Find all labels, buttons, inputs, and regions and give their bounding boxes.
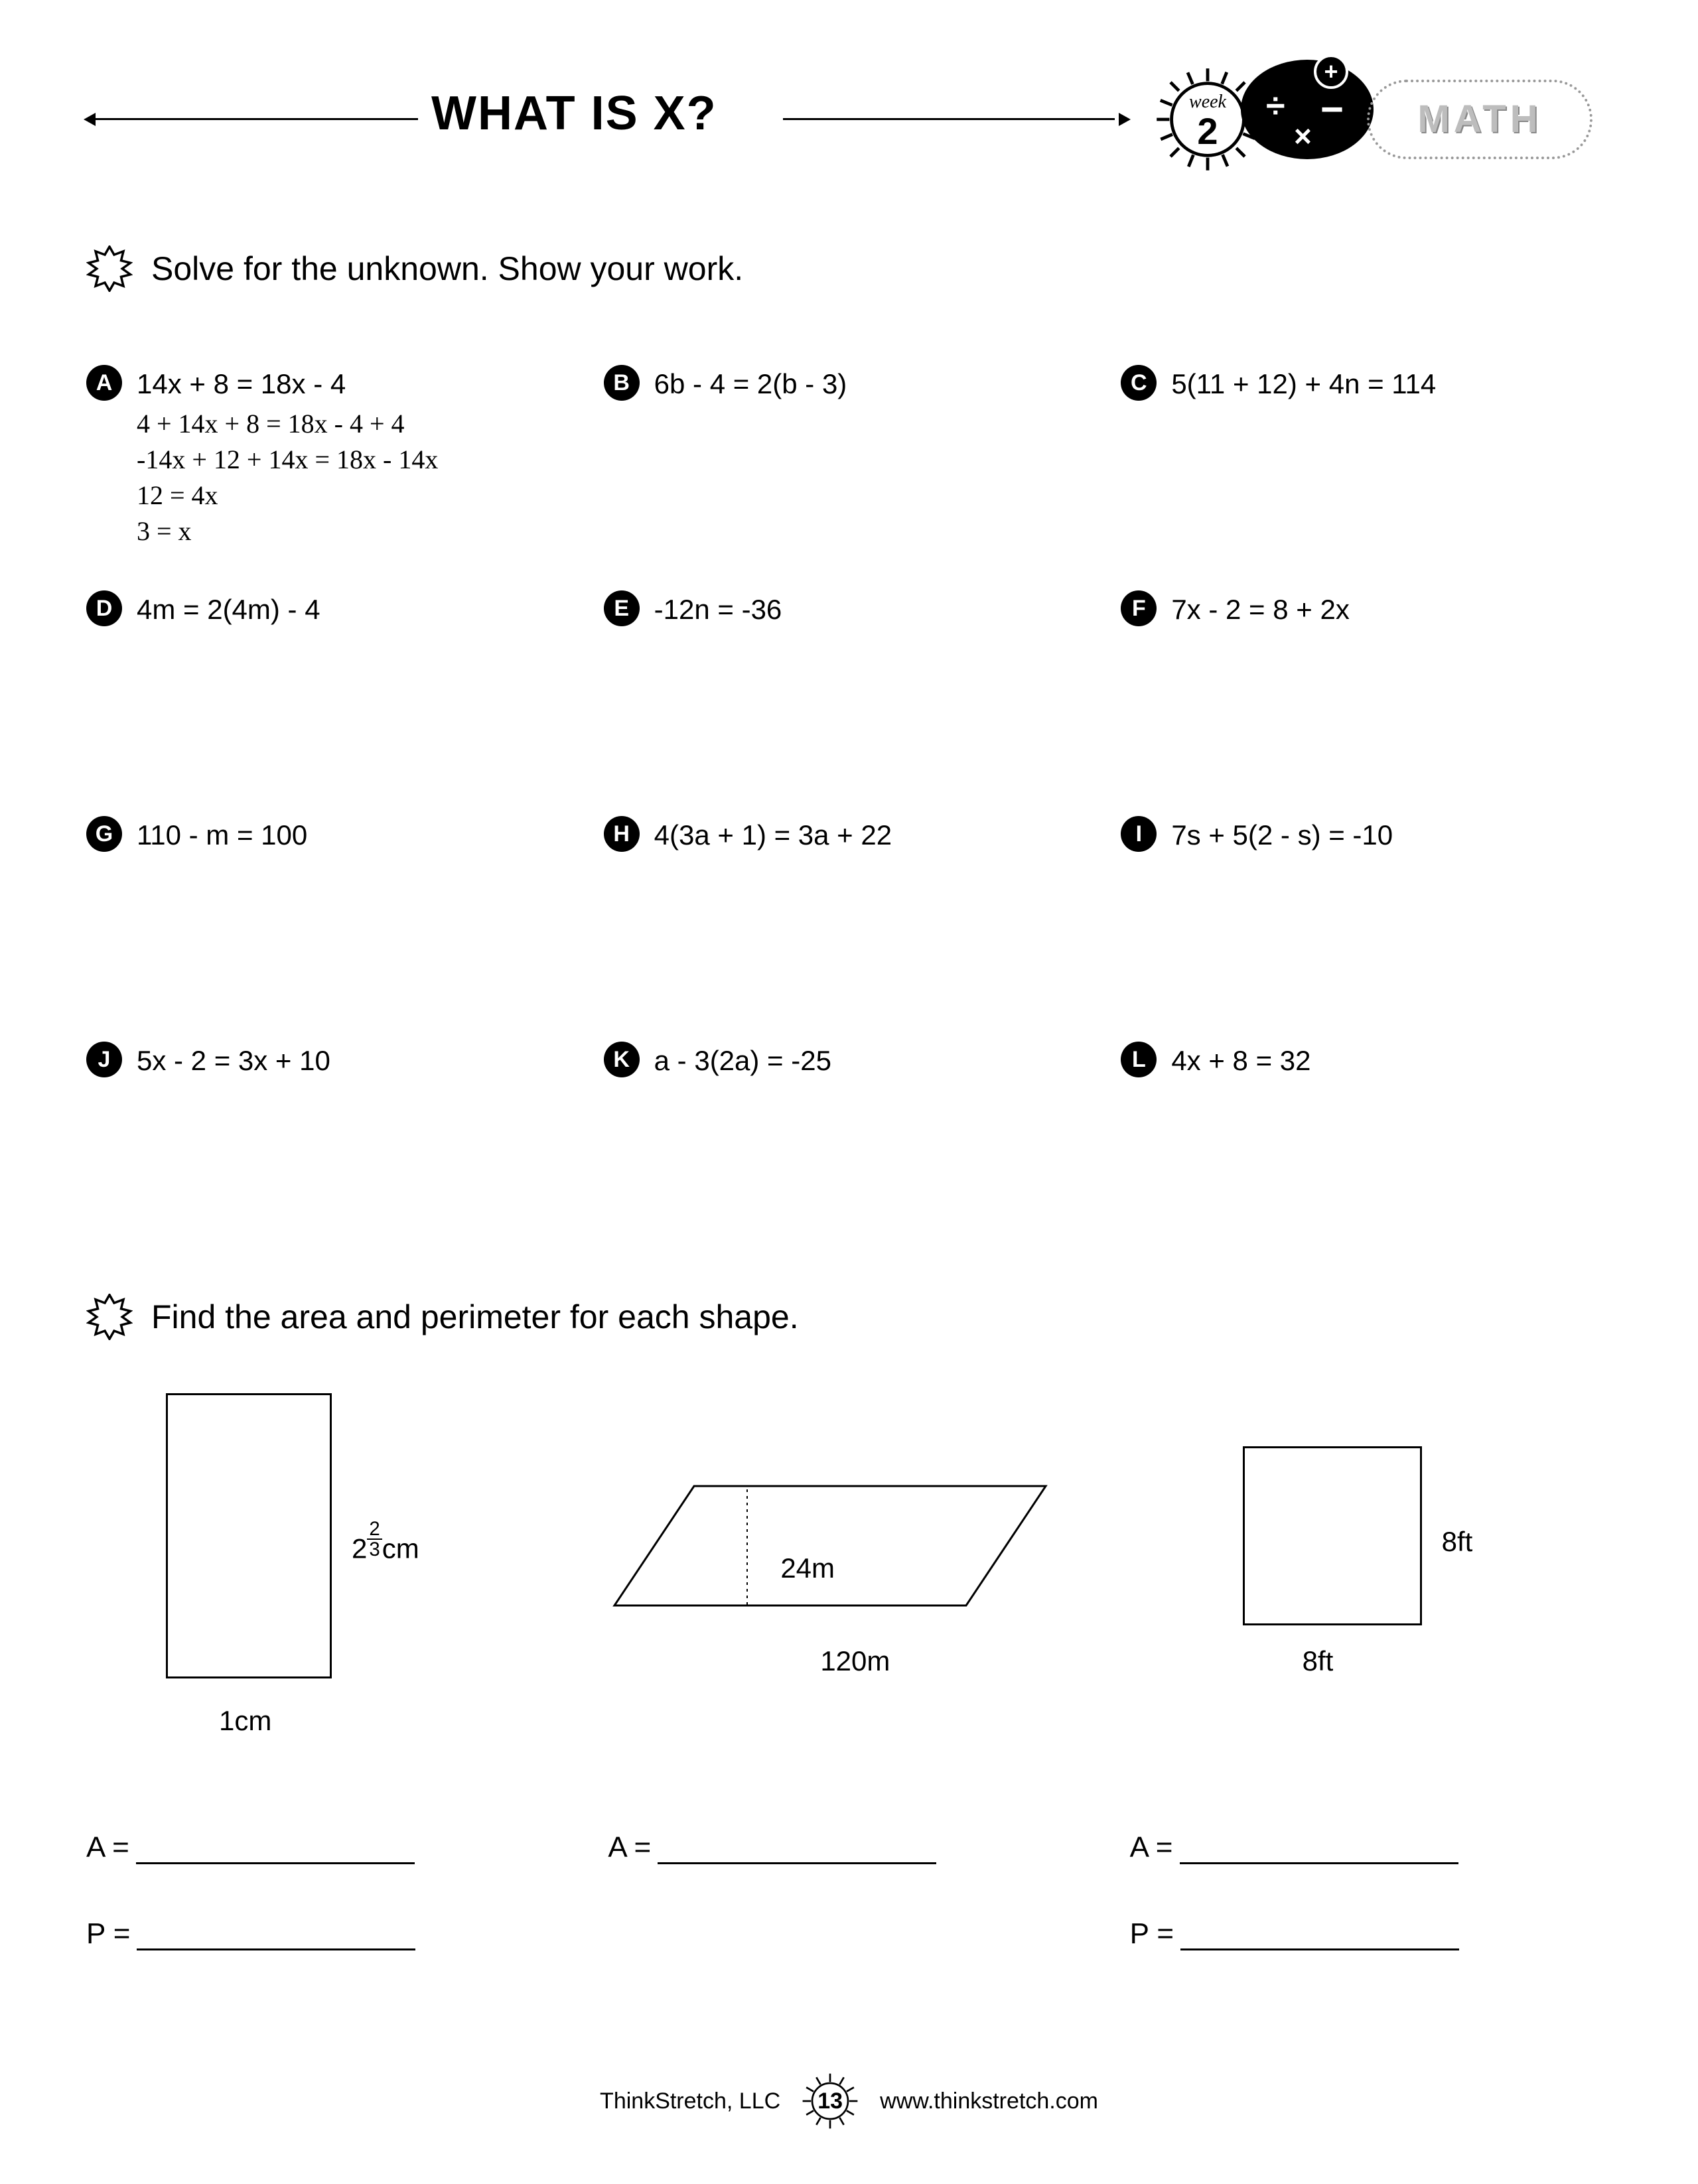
problem-equation: 4x + 8 = 32 [1171,1042,1310,1077]
problem-equation: 7x - 2 = 8 + 2x [1171,590,1350,626]
problem-K: K a - 3(2a) = -25 [604,1042,1095,1267]
area-prefix: A = [86,1831,129,1864]
problem-equation: -12n = -36 [654,590,782,626]
work-line: -14x + 12 + 14x = 18x - 14x [137,442,577,478]
problem-equation: 110 - m = 100 [137,816,307,852]
starburst-icon [86,1294,133,1340]
square-icon [1243,1446,1422,1625]
problem-I: I 7s + 5(2 - s) = -10 [1121,816,1612,1042]
work-line: 4 + 14x + 8 = 18x - 4 + 4 [137,406,577,442]
blank-line[interactable] [1180,1927,1459,1950]
instruction-text: Find the area and perimeter for each sha… [151,1298,799,1336]
blank-line[interactable] [1180,1840,1458,1864]
footer-company: ThinkStretch, LLC [600,2088,780,2114]
times-icon: × [1294,118,1312,154]
subject-badge: MATH [1367,80,1592,159]
problem-letter: K [604,1042,640,1077]
square-width-label: 8ft [1303,1645,1334,1677]
instruction-shapes: Find the area and perimeter for each sha… [86,1294,1612,1340]
area-prefix: A = [608,1831,651,1864]
problems-grid: A 14x + 8 = 18x - 4 4 + 14x + 8 = 18x - … [86,365,1612,1267]
problem-equation: 14x + 8 = 18x - 4 [137,365,346,401]
blank-line[interactable] [137,1927,415,1950]
rectangle-icon [166,1393,332,1678]
problem-equation: a - 3(2a) = -25 [654,1042,831,1077]
problem-equation: 5(11 + 12) + 4n = 114 [1171,365,1436,401]
rectangle-width-label: 1cm [219,1705,271,1737]
parallelogram-icon [608,1473,1072,1645]
problem-equation: 6b - 4 = 2(b - 3) [654,365,847,401]
perimeter-line-1: P = [86,1917,568,1950]
page-number-badge: 13 [800,2071,860,2131]
problem-letter: F [1121,590,1157,626]
minus-icon: − [1320,86,1344,132]
problem-equation: 4(3a + 1) = 3a + 22 [654,816,892,852]
plus-icon: + [1314,54,1348,89]
problem-C: C 5(11 + 12) + 4n = 114 [1121,365,1612,590]
worksheet-page: WHAT IS X? [0,0,1698,2184]
problem-equation: 5x - 2 = 3x + 10 [137,1042,330,1077]
problem-B: B 6b - 4 = 2(b - 3) [604,365,1095,590]
problem-letter: E [604,590,640,626]
problem-work: 4 + 14x + 8 = 18x - 4 + 4 -14x + 12 + 14… [137,406,577,549]
work-line: 3 = x [137,513,577,549]
problem-equation: 4m = 2(4m) - 4 [137,590,320,626]
area-prefix: A = [1130,1831,1173,1864]
problem-J: J 5x - 2 = 3x + 10 [86,1042,577,1267]
blank-line[interactable] [658,1840,936,1864]
page-number: 13 [800,2071,860,2131]
problem-letter: L [1121,1042,1157,1077]
problem-letter: J [86,1042,122,1077]
shapes-row: 223cm 1cm 24m 120m 8ft 8ft [86,1380,1612,1751]
perimeter-line-3: P = [1130,1917,1612,1950]
instruction-solve: Solve for the unknown. Show your work. [86,245,1612,292]
problem-D: D 4m = 2(4m) - 4 [86,590,577,816]
problem-equation: 7s + 5(2 - s) = -10 [1171,816,1393,852]
problem-F: F 7x - 2 = 8 + 2x [1121,590,1612,816]
problem-H: H 4(3a + 1) = 3a + 22 [604,816,1095,1042]
problem-letter: A [86,365,122,401]
problem-letter: B [604,365,640,401]
arrow-right [783,106,1128,133]
shape-rectangle: 223cm 1cm [86,1393,568,1738]
area-line-2: A = [608,1831,1090,1864]
problem-E: E -12n = -36 [604,590,1095,816]
arrow-left [86,106,418,133]
shape-square: 8ft 8ft [1130,1393,1612,1738]
perimeter-prefix: P = [86,1917,130,1950]
area-line-1: A = [86,1831,568,1864]
answer-lines: A = A = A = P = P = P = [86,1831,1612,1950]
problem-G: G 110 - m = 100 [86,816,577,1042]
work-line: 12 = 4x [137,478,577,513]
perimeter-prefix: P = [1130,1917,1174,1950]
page-title: WHAT IS X? [431,86,717,141]
problem-letter: H [604,816,640,852]
shape-parallelogram: 24m 120m [608,1393,1090,1738]
problem-letter: C [1121,365,1157,401]
instruction-text: Solve for the unknown. Show your work. [151,249,743,288]
divide-icon: ÷ [1266,86,1285,126]
page-header: WHAT IS X? [86,60,1612,172]
operations-badge: + ÷ − × [1241,60,1374,159]
blank-line[interactable] [136,1840,415,1864]
square-height-label: 8ft [1442,1526,1473,1558]
page-footer: ThinkStretch, LLC 13 www.thin [0,2071,1698,2131]
problem-letter: D [86,590,122,626]
parallelogram-base-label: 120m [820,1645,890,1677]
rectangle-height-label: 223cm [352,1519,419,1564]
problem-A: A 14x + 8 = 18x - 4 4 + 14x + 8 = 18x - … [86,365,577,590]
problem-letter: I [1121,816,1157,852]
parallelogram-height-label: 24m [780,1552,835,1584]
problem-L: L 4x + 8 = 32 [1121,1042,1612,1267]
problem-letter: G [86,816,122,852]
footer-url: www.thinkstretch.com [880,2088,1098,2114]
area-line-3: A = [1130,1831,1612,1864]
starburst-icon [86,245,133,292]
